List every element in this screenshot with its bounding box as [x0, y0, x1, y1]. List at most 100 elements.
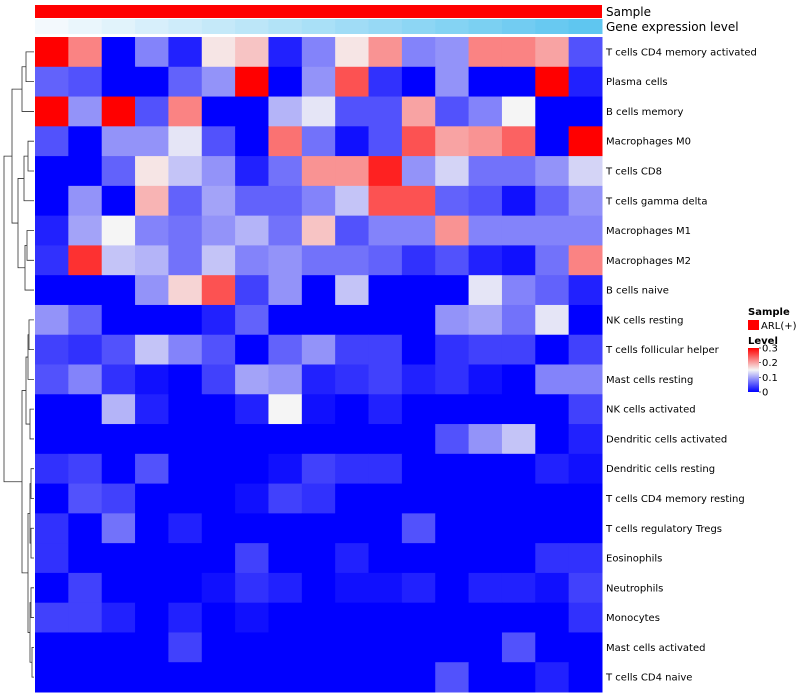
dendrogram-branch [30, 527, 34, 559]
heatmap-cell [535, 126, 570, 157]
heatmap-cell [35, 37, 69, 68]
heatmap-cell [68, 483, 103, 514]
heatmap-cell [568, 156, 603, 187]
heatmap-cell [568, 215, 603, 246]
heatmap-cell [568, 483, 603, 514]
row-label: T cells CD4 memory activated [605, 47, 757, 58]
heatmap-cell [101, 543, 136, 574]
heatmap-cell [235, 662, 269, 693]
heatmap-cell [168, 602, 203, 633]
heatmap-cell [101, 37, 136, 68]
heatmap-cell [235, 602, 269, 633]
legend-level-title: Level [748, 336, 778, 347]
heatmap-cell [401, 543, 436, 574]
heatmap-cell [468, 662, 503, 693]
heatmap-cell [468, 424, 503, 455]
heatmap-cell [168, 453, 203, 485]
heatmap-cell [168, 304, 203, 336]
heatmap-cell [35, 66, 69, 98]
heatmap-cell [568, 96, 603, 127]
heatmap-cell [468, 543, 503, 574]
heatmap-cell [135, 66, 169, 98]
heatmap-cell [568, 126, 603, 157]
heatmap-cell [568, 543, 603, 574]
heatmap-cell [101, 424, 136, 455]
row-label: NK cells activated [606, 405, 696, 416]
heatmap-cell [401, 245, 436, 276]
heatmap-cell [568, 275, 603, 306]
heatmap-cell [335, 304, 370, 336]
heatmap-cell [301, 483, 336, 514]
heatmap-cell [301, 215, 336, 246]
heatmap-cell [468, 126, 503, 157]
heatmap-cell [268, 37, 303, 68]
heatmap-cell [168, 632, 203, 663]
legend-tick-label: 0.2 [762, 358, 778, 369]
heatmap-cell [135, 364, 169, 395]
heatmap-cell [535, 156, 570, 187]
heatmap-cell [68, 96, 103, 127]
heatmap-cell [101, 245, 136, 276]
heatmap-cell [101, 215, 136, 246]
heatmap-cell [335, 394, 370, 425]
annotation-cell-expression [535, 19, 570, 34]
heatmap-cell [35, 364, 69, 395]
heatmap-cell [435, 602, 470, 633]
dendrogram-branch [21, 390, 28, 574]
row-label: B cells naive [606, 286, 669, 297]
heatmap-cell [535, 662, 570, 693]
heatmap-cell [535, 66, 570, 98]
heatmap-cell [468, 304, 503, 336]
heatmap-cell [468, 37, 503, 68]
heatmap-cell [368, 453, 403, 485]
heatmap-cell [168, 334, 203, 365]
heatmap-cell [101, 632, 136, 663]
row-label: Plasma cells [606, 77, 668, 88]
heatmap-cell [401, 662, 436, 693]
heatmap-cell [68, 215, 103, 246]
heatmap-cell [468, 156, 503, 187]
heatmap-cell [401, 572, 436, 604]
heatmap-cell [201, 483, 236, 514]
heatmap-cell [468, 483, 503, 514]
heatmap-cell [268, 304, 303, 336]
heatmap-cell [135, 185, 169, 217]
row-label: T cells CD8 [605, 166, 662, 177]
heatmap-cell [168, 662, 203, 693]
heatmap-cell [368, 543, 403, 574]
heatmap-cell [201, 156, 236, 187]
heatmap-cell [368, 275, 403, 306]
annotation-cell-expression [235, 19, 269, 34]
heatmap-cell [68, 304, 103, 336]
heatmap-cell [535, 185, 570, 217]
heatmap-cell [301, 572, 336, 604]
heatmap-cell [368, 602, 403, 633]
heatmap-cell [535, 215, 570, 246]
heatmap-cell [335, 632, 370, 663]
heatmap-cell [101, 126, 136, 157]
heatmap-cell [335, 126, 370, 157]
heatmap-cell [101, 513, 136, 544]
heatmap-cell [235, 66, 269, 98]
dendrogram-branch [26, 230, 34, 261]
heatmap-cell [535, 424, 570, 455]
heatmap-cell [568, 513, 603, 544]
heatmap-cell [68, 424, 103, 455]
row-label: B cells memory [606, 107, 683, 118]
row-label: Macrophages M0 [606, 137, 691, 148]
column-annotation-bars [35, 5, 603, 34]
heatmap-cell [501, 245, 536, 276]
heatmap-cell [435, 453, 470, 485]
heatmap-cell [468, 602, 503, 633]
heatmap-cell [368, 37, 403, 68]
heatmap-cell [101, 275, 136, 306]
heatmap-cell [501, 364, 536, 395]
heatmap-cell [68, 394, 103, 425]
row-label: Macrophages M2 [606, 256, 691, 267]
legend-sample-swatch [748, 320, 759, 330]
heatmap-cell [201, 394, 236, 425]
heatmap-cell [168, 364, 203, 395]
heatmap-cell [268, 483, 303, 514]
heatmap-cell [435, 632, 470, 663]
heatmap-cell [368, 662, 403, 693]
